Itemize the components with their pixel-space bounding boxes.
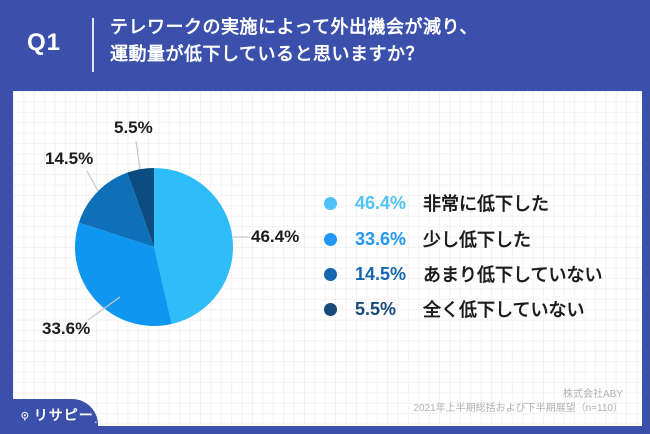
legend-percent: 33.6% <box>355 228 407 249</box>
pie-slice <box>75 222 172 327</box>
pie-label-46-4: 46.4% <box>251 227 300 246</box>
pie-slice <box>154 168 234 324</box>
chart-panel: 46.4% 33.6% 14.5% 5.5% 46.4% 非常に低下した 33.… <box>13 91 642 426</box>
legend-row: 46.4% 非常に低下した <box>324 191 549 215</box>
legend-label: あまり低下していない <box>423 265 603 285</box>
legend-dot <box>324 196 337 210</box>
question-header: Q1 テレワークの実施によって外出機会が減り、 運動量が低下していると思いますか… <box>0 0 650 91</box>
source-credits: 株式会社ABY 2021年上半期総括および下半期展望（n=110） <box>413 388 623 416</box>
legend-percent: 5.5% <box>355 298 397 319</box>
logo-trademark: . <box>94 416 98 426</box>
question-line-2: 運動量が低下していると思いますか？ <box>110 44 424 64</box>
logo-text: リサピー. <box>33 406 98 426</box>
survey-source: 2021年上半期総括および下半期展望（n=110） <box>413 403 623 414</box>
pie-label-14-5: 14.5% <box>45 149 94 168</box>
pie-slice <box>78 172 154 247</box>
pie-label-5-5: 5.5% <box>114 118 153 137</box>
legend-percent: 46.4% <box>355 192 407 213</box>
legend-label: 非常に低下した <box>423 194 549 214</box>
legend-label: 全く低下していない <box>423 300 585 320</box>
pie-slice <box>127 168 154 247</box>
question-number: Q1 <box>27 29 62 56</box>
company-name: 株式会社ABY <box>562 389 623 400</box>
pie-leader-line <box>87 296 121 321</box>
legend-percent: 14.5% <box>355 263 407 284</box>
legend-label: 少し低下した <box>423 230 531 250</box>
pie-leader-line <box>86 170 99 192</box>
pie-label-33-6: 33.6% <box>42 319 91 338</box>
legend-row: 33.6% 少し低下した <box>324 227 531 251</box>
question-text: テレワークの実施によって外出機会が減り、 運動量が低下していると思いますか？ <box>110 14 478 68</box>
legend-dot <box>324 232 337 246</box>
pie-leader-line <box>135 140 141 170</box>
pie-chart <box>75 140 250 327</box>
legend-dot <box>324 267 337 281</box>
header-divider <box>92 18 94 72</box>
legend-row: 14.5% あまり低下していない <box>324 262 602 286</box>
bottom-frame-bar <box>0 426 650 434</box>
legend-dot <box>324 302 337 316</box>
legend-row: 5.5% 全く低下していない <box>324 297 584 321</box>
question-line-1: テレワークの実施によって外出機会が減り、 <box>110 17 478 37</box>
resapi-pin-icon <box>21 411 29 421</box>
